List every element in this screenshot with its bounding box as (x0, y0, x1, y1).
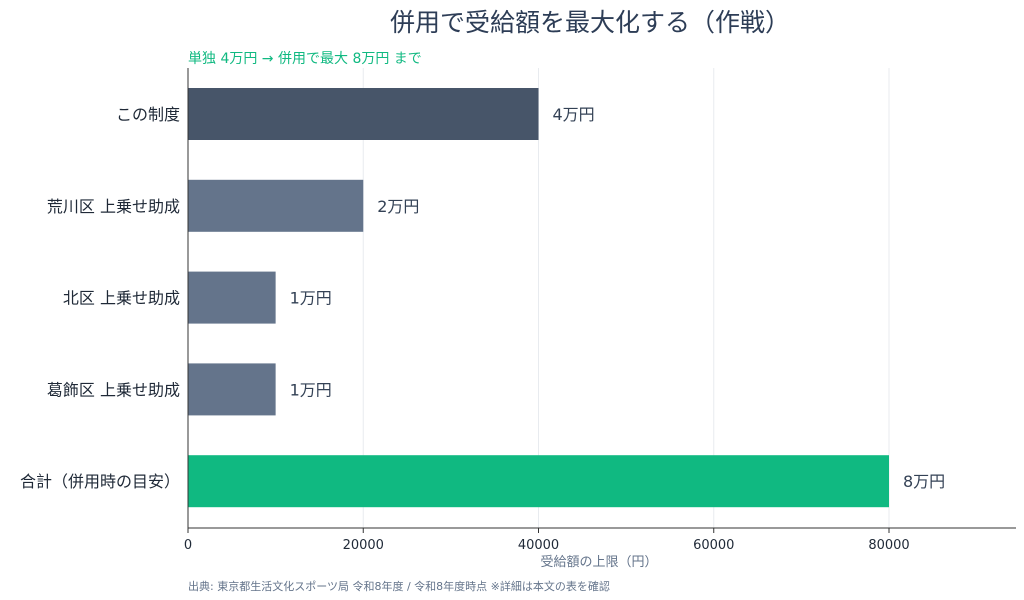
data-label: 1万円 (290, 289, 332, 308)
bar (188, 271, 276, 324)
x-tick-label: 80000 (868, 538, 909, 553)
data-label: 2万円 (377, 197, 419, 216)
category-label: 合計（併用時の目安） (20, 472, 180, 491)
bar (188, 455, 889, 508)
source-note: 出典: 東京都生活文化スポーツ局 令和8年度 / 令和8年度時点 ※詳細は本文の… (188, 580, 610, 593)
category-label: 北区 上乗せ助成 (63, 289, 180, 308)
data-label: 8万円 (903, 472, 945, 491)
x-tick-label: 40000 (518, 538, 559, 553)
x-tick-label: 0 (184, 538, 192, 553)
category-label: 葛飾区 上乗せ助成 (47, 380, 180, 399)
x-tick-label: 20000 (343, 538, 384, 553)
bar (188, 363, 276, 416)
chart-subtitle: 単独 4万円 → 併用で最大 8万円 まで (188, 51, 422, 67)
axes (187, 68, 1016, 533)
chart-title: 併用で受給額を最大化する（作戦） (389, 8, 790, 37)
category-label: この制度 (116, 105, 180, 124)
x-axis-label: 受給額の上限（円） (540, 555, 657, 570)
data-label: 4万円 (553, 105, 595, 124)
grid-lines (362, 68, 890, 528)
data-label: 1万円 (290, 380, 332, 399)
category-label: 荒川区 上乗せ助成 (47, 197, 180, 216)
bar (188, 88, 539, 140)
bar (188, 179, 364, 232)
x-tick-label: 60000 (693, 538, 734, 553)
bars (188, 88, 889, 508)
